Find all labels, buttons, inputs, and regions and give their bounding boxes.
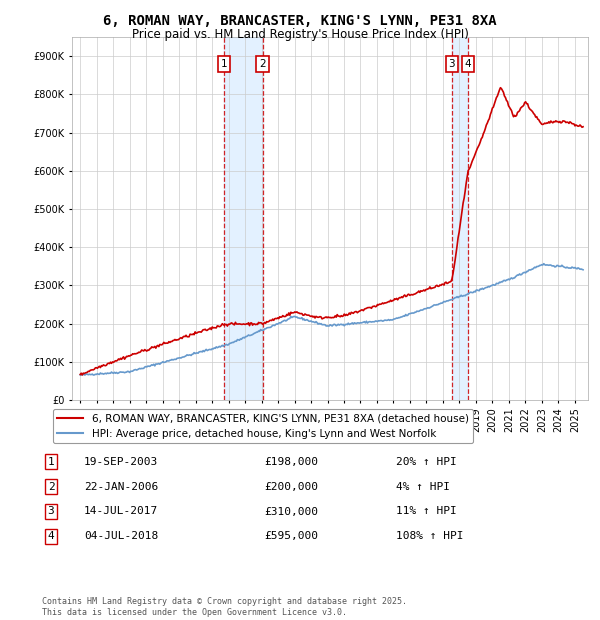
Text: 22-JAN-2006: 22-JAN-2006 [84,482,158,492]
Text: 4% ↑ HPI: 4% ↑ HPI [396,482,450,492]
Text: 1: 1 [221,59,227,69]
Text: 108% ↑ HPI: 108% ↑ HPI [396,531,464,541]
Text: 2: 2 [259,59,266,69]
Text: 3: 3 [449,59,455,69]
Text: 3: 3 [47,507,55,516]
Text: 04-JUL-2018: 04-JUL-2018 [84,531,158,541]
Text: 6, ROMAN WAY, BRANCASTER, KING'S LYNN, PE31 8XA: 6, ROMAN WAY, BRANCASTER, KING'S LYNN, P… [103,14,497,28]
Text: 4: 4 [464,59,471,69]
Text: £310,000: £310,000 [264,507,318,516]
Text: Price paid vs. HM Land Registry's House Price Index (HPI): Price paid vs. HM Land Registry's House … [131,28,469,41]
Text: Contains HM Land Registry data © Crown copyright and database right 2025.
This d: Contains HM Land Registry data © Crown c… [42,598,407,617]
Bar [452,37,468,400]
Text: 14-JUL-2017: 14-JUL-2017 [84,507,158,516]
Bar [224,37,263,400]
Text: £200,000: £200,000 [264,482,318,492]
Text: 1: 1 [47,457,55,467]
Text: 2: 2 [47,482,55,492]
Legend: 6, ROMAN WAY, BRANCASTER, KING'S LYNN, PE31 8XA (detached house), HPI: Average p: 6, ROMAN WAY, BRANCASTER, KING'S LYNN, P… [53,409,473,443]
Text: 20% ↑ HPI: 20% ↑ HPI [396,457,457,467]
Text: 19-SEP-2003: 19-SEP-2003 [84,457,158,467]
Text: £198,000: £198,000 [264,457,318,467]
Text: 4: 4 [47,531,55,541]
Text: 11% ↑ HPI: 11% ↑ HPI [396,507,457,516]
Text: £595,000: £595,000 [264,531,318,541]
